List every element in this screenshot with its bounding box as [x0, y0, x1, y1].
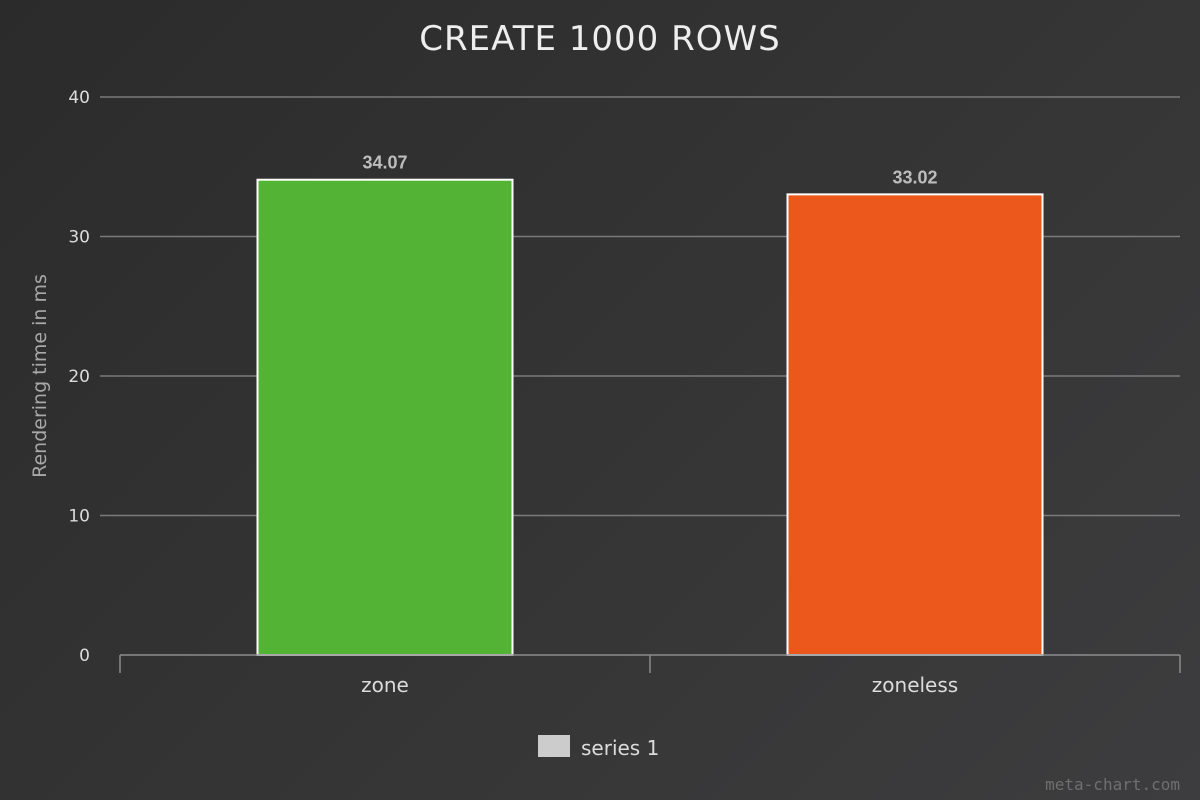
y-tick-label: 30	[68, 228, 90, 248]
y-tick-label: 20	[68, 367, 90, 387]
x-tick-label: zone	[361, 673, 409, 697]
bar-zoneless[interactable]	[786, 193, 1044, 656]
y-axis-label: Rendering time in ms	[29, 274, 51, 478]
x-tick-label: zoneless	[872, 673, 958, 697]
y-tick-label: 10	[68, 507, 90, 527]
data-label: 34.07	[362, 153, 407, 173]
axis-layer: zone zoneless	[119, 654, 1181, 697]
bar-zone[interactable]	[256, 178, 514, 656]
credit-text: meta-chart.com	[1045, 775, 1180, 794]
y-tick-label: 0	[79, 646, 90, 666]
legend-label: series 1	[581, 736, 659, 760]
bars-layer: 34.07 33.02	[256, 153, 1044, 656]
legend: series 1	[538, 735, 659, 760]
legend-swatch	[538, 735, 570, 757]
y-tick-label: 40	[68, 88, 90, 108]
chart-title: CREATE 1000 ROWS	[419, 19, 780, 59]
data-label: 33.02	[892, 167, 937, 187]
